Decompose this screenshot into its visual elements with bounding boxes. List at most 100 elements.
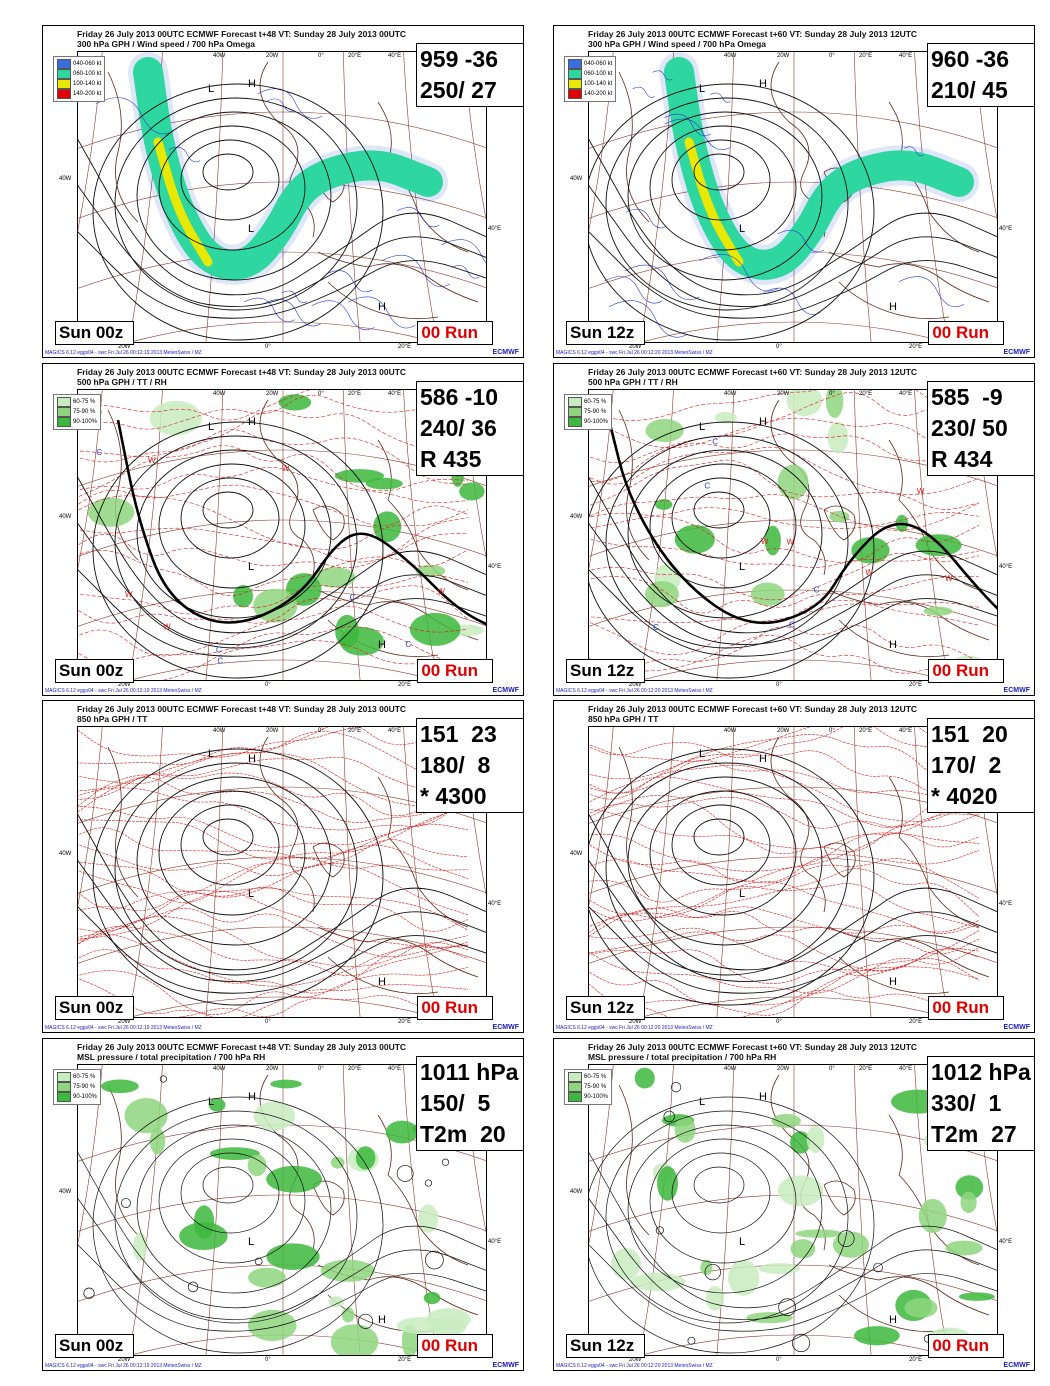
warm-mark: W xyxy=(437,587,445,596)
temperature-centres: W C W C W C W C W C xyxy=(96,448,445,666)
low-pressure-mark: L xyxy=(699,421,705,433)
low-pressure-mark: L xyxy=(739,1236,745,1248)
legend-item: 60-75 % xyxy=(57,1072,97,1082)
legend-item: 100-140 kt xyxy=(57,79,101,89)
omega-contours xyxy=(95,88,486,331)
high-pressure-mark: H xyxy=(248,78,256,90)
legend-item: 040-060 kt xyxy=(568,59,612,69)
legend-swatch xyxy=(568,69,582,79)
station-value: T2m 20 xyxy=(420,1121,506,1147)
model-run-label: 00 Run xyxy=(928,996,1004,1020)
cold-mark: C xyxy=(712,438,718,447)
longitude-label: 20W xyxy=(118,344,131,350)
station-values-box: 151 23 180/ 8 * 4300 xyxy=(416,718,523,813)
title-line-1: Friday 26 July 2013 00UTC ECMWF Forecast… xyxy=(588,1042,918,1052)
high-pressure-mark: H xyxy=(889,976,897,988)
station-values-box: 959 -36 250/ 27 xyxy=(416,43,523,107)
warm-mark: W xyxy=(125,590,133,599)
ecmwf-logo: ECMWF xyxy=(492,349,519,356)
longitude-label: 20W xyxy=(266,391,279,397)
footer-credit: MAGICS 6.12 eggs04 - swc Fri Jul 26 00:1… xyxy=(45,688,202,694)
height-contours xyxy=(589,1081,997,1354)
warm-mark: W xyxy=(282,464,290,473)
cold-mark: C xyxy=(814,585,820,594)
height-contours xyxy=(589,421,997,679)
high-pressure-mark: H xyxy=(889,639,897,651)
cold-mark: C xyxy=(789,621,795,630)
legend-swatch xyxy=(57,397,71,407)
high-pressure-mark: H xyxy=(759,78,767,90)
legend-item: 60-75 % xyxy=(57,397,97,407)
longitude-label: 20°E xyxy=(398,1019,412,1025)
ecmwf-logo: ECMWF xyxy=(1003,687,1030,694)
station-value: 1011 hPa xyxy=(420,1059,519,1085)
pressure-centres: L L H H xyxy=(699,1091,897,1326)
station-value: 151 20 xyxy=(931,721,1008,747)
low-pressure-mark: L xyxy=(739,223,745,235)
thick-height-contour xyxy=(116,419,486,626)
title-line-1: Friday 26 July 2013 00UTC ECMWF Forecast… xyxy=(77,367,407,377)
pressure-centres: L L H H xyxy=(699,416,897,651)
weather-map-svg: L L H H xyxy=(589,1065,997,1355)
pressure-centres: L L H H xyxy=(699,78,897,313)
longitude-label: 0° xyxy=(265,344,271,350)
station-value: 1012 hPa xyxy=(931,1059,1031,1085)
longitude-label: 0° xyxy=(265,1019,271,1025)
legend-label: 60-75 % xyxy=(73,399,96,405)
legend-item: 90-100% xyxy=(568,1092,608,1102)
pressure-centres: L L H H xyxy=(208,416,386,651)
longitude-label: 20W xyxy=(629,1357,642,1363)
station-value: 210/ 45 xyxy=(931,77,1008,103)
weather-map-svg: L L H H xyxy=(589,52,997,342)
station-value: * 4300 xyxy=(420,783,487,809)
cold-mark: C xyxy=(350,593,356,602)
legend-swatch xyxy=(57,407,71,417)
legend-label: 90-100% xyxy=(73,419,98,425)
longitude-label: 20°E xyxy=(398,682,412,688)
isotherms xyxy=(78,390,469,680)
station-value: 170/ 2 xyxy=(931,752,1002,778)
chart-title: Friday 26 July 2013 00UTC ECMWF Forecast… xyxy=(77,29,406,49)
longitude-label: 20W xyxy=(266,1066,279,1072)
high-pressure-mark: H xyxy=(889,301,897,313)
chart-title: Friday 26 July 2013 00UTC ECMWF Forecast… xyxy=(77,1042,406,1062)
warm-mark: W xyxy=(148,456,156,465)
title-line-2: MSL pressure / total precipitation / 700… xyxy=(77,1052,266,1062)
model-run-label: 00 Run xyxy=(417,1334,493,1358)
model-run-label: 00 Run xyxy=(928,1334,1004,1358)
legend-label: 100-140 kt xyxy=(584,81,613,87)
title-line-1: Friday 26 July 2013 00UTC ECMWF Forecast… xyxy=(77,704,407,714)
pressure-centres: L L H H xyxy=(208,748,386,988)
height-contours xyxy=(78,748,486,1006)
isotherms xyxy=(589,727,980,1017)
legend-swatch xyxy=(568,407,582,417)
legend-label: 75-90 % xyxy=(584,409,607,415)
legend-item: 060-100 kt xyxy=(57,69,101,79)
legend-swatch xyxy=(568,79,582,89)
legend-label: 060-100 kt xyxy=(584,71,613,77)
longitude-label: 20°E xyxy=(859,391,873,397)
longitude-label: 20W xyxy=(118,1357,131,1363)
longitude-label: 0° xyxy=(265,682,271,688)
title-line-1: Friday 26 July 2013 00UTC ECMWF Forecast… xyxy=(77,29,407,39)
legend-swatch xyxy=(568,1082,582,1092)
high-pressure-mark: H xyxy=(378,1314,386,1326)
valid-time-label: Sun 12z xyxy=(566,1334,646,1358)
warm-mark: W xyxy=(945,574,953,583)
height-contours xyxy=(589,83,997,341)
legend-label: 100-140 kt xyxy=(73,81,102,87)
legend-item: 75-90 % xyxy=(568,1082,608,1092)
height-contours xyxy=(78,83,486,341)
low-pressure-mark: L xyxy=(739,561,745,573)
longitude-label: 20°E xyxy=(348,53,362,59)
height-contours xyxy=(78,1075,486,1354)
station-values-box: 151 20 170/ 2 * 4020 xyxy=(927,718,1034,813)
title-line-2: MSL pressure / total precipitation / 700… xyxy=(588,1052,777,1062)
high-pressure-mark: H xyxy=(889,1314,897,1326)
pressure-centres: L L H H xyxy=(208,1091,386,1326)
chart-panel-300hpa-t48: Friday 26 July 2013 00UTC ECMWF Forecast… xyxy=(42,25,524,358)
low-pressure-mark: L xyxy=(248,888,254,900)
longitude-label: 0° xyxy=(829,391,835,397)
longitude-label: 20W xyxy=(266,53,279,59)
latitude-label: 40°E xyxy=(999,1239,1013,1245)
